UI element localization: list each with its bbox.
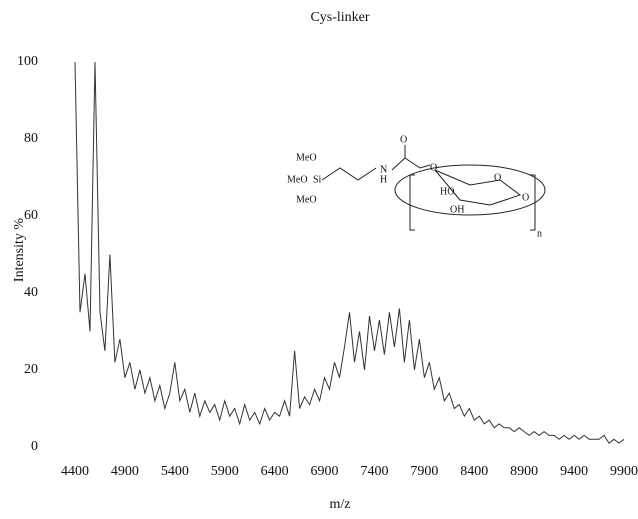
x-tick-label: 6900 [311,464,339,479]
structure: MeO MeO MeO Si N H O O HO OH O O n [287,134,546,239]
bond [391,157,431,171]
y-tick-label: 20 [24,362,38,377]
atom: O [522,192,529,203]
atom: O [430,162,437,173]
atom: H [380,174,387,185]
atom: OH [450,204,464,215]
x-tick-label: 9400 [560,464,588,479]
bond [321,167,377,181]
atom: MeO [296,194,317,205]
x-tick-label: 4900 [111,464,139,479]
ring [434,169,522,206]
atom: N [380,164,387,175]
y-tick-label: 0 [31,439,38,454]
x-tick-label: 5900 [211,464,239,479]
atom: Si [313,174,322,185]
bracket [409,174,415,231]
x-tick-label: 4400 [61,464,89,479]
spectrum-line [74,61,625,444]
x-tick-label: 5400 [161,464,189,479]
bracket [530,174,536,231]
chart-title: Cys-linker [310,10,369,25]
y-tick-label: 80 [24,131,38,146]
atom: MeO [287,174,308,185]
y-tick-label: 60 [24,208,38,223]
atom: O [400,134,407,145]
atom: O [494,172,501,183]
atom: HO [440,186,454,197]
x-tick-label: 9900 [610,464,638,479]
x-axis-label: m/z [330,497,351,512]
y-axis-label: Intensity % [12,218,27,282]
atom: MeO [296,152,317,163]
atom: n [537,228,542,239]
x-tick-label: 6400 [261,464,289,479]
x-tick-label: 7400 [360,464,388,479]
y-tick-label: 40 [24,285,38,300]
x-tick-label: 8900 [510,464,538,479]
ring-highlight [394,164,546,216]
y-tick-label: 100 [17,54,38,69]
x-tick-label: 8400 [460,464,488,479]
x-tick-label: 7900 [410,464,438,479]
